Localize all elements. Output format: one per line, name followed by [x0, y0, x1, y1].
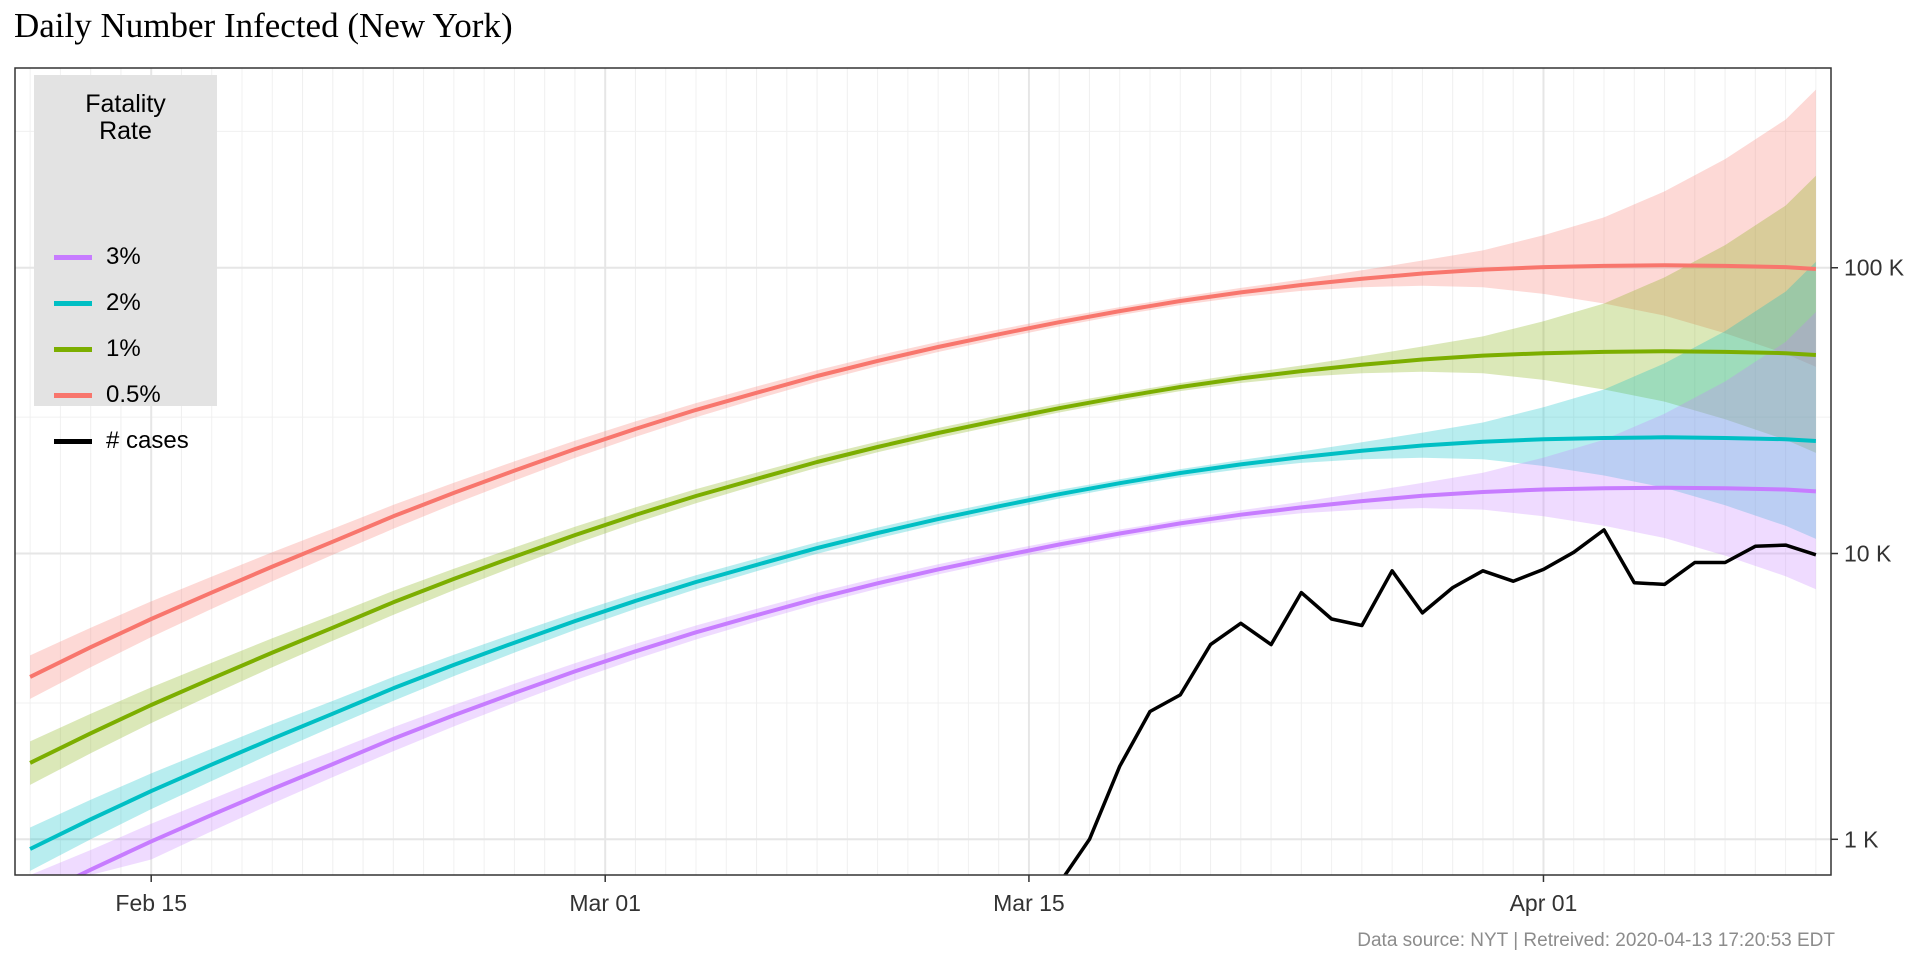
legend-label-cases: # cases: [106, 427, 189, 454]
x-tick-label: Apr 01: [1510, 890, 1578, 916]
legend-label-1pct: 1%: [106, 335, 141, 362]
legend-title: Fatality Rate: [34, 91, 217, 145]
caption: Data source: NYT | Retreived: 2020-04-13…: [1357, 930, 1835, 951]
legend-item-cases: # cases: [54, 426, 214, 456]
x-tick-label: Mar 15: [993, 890, 1065, 916]
legend-title-line-1: Fatality: [85, 90, 166, 118]
panel-border: [14, 67, 1832, 876]
x-axis: Feb 15 Mar 01 Mar 15 Apr 01: [115, 875, 1577, 916]
y-axis: 1 K 10 K 100 K: [1831, 255, 1905, 852]
line-2%: [29, 435, 1817, 851]
panel-background: [15, 68, 1831, 875]
line-# cases: [1062, 528, 1817, 875]
y-tick-label: 10 K: [1844, 541, 1892, 567]
legend-item-3pct: 3%: [54, 242, 214, 272]
legend-label-2pct: 2%: [106, 289, 141, 316]
legend-key-cases: [54, 439, 92, 444]
chart-title: Daily Number Infected (New York): [14, 6, 513, 45]
line-0.5%: [29, 263, 1817, 679]
legend-label-0-5pct: 0.5%: [106, 381, 161, 408]
line-1%: [29, 349, 1817, 765]
legend-item-0-5pct: 0.5%: [54, 380, 214, 410]
y-tick-label: 1 K: [1844, 826, 1879, 852]
x-tick-label: Mar 01: [569, 890, 641, 916]
legend-label-3pct: 3%: [106, 243, 141, 270]
legend: Fatality Rate 3% 2% 1% 0.5% # cases: [34, 75, 217, 454]
legend-key-1pct: [54, 347, 92, 352]
line-3%: [75, 485, 1817, 875]
legend-title-line-2: Rate: [99, 117, 152, 145]
legend-item-1pct: 1%: [54, 334, 214, 364]
legend-key-3pct: [54, 255, 92, 260]
ribbon-3%: [30, 312, 1816, 875]
legend-key-2pct: [54, 301, 92, 306]
x-tick-label: Feb 15: [115, 890, 187, 916]
lines: [29, 263, 1817, 875]
legend-key-0-5pct: [54, 393, 92, 398]
ribbons: [30, 89, 1816, 875]
y-tick-label: 100 K: [1844, 255, 1905, 281]
legend-item-2pct: 2%: [54, 288, 214, 318]
